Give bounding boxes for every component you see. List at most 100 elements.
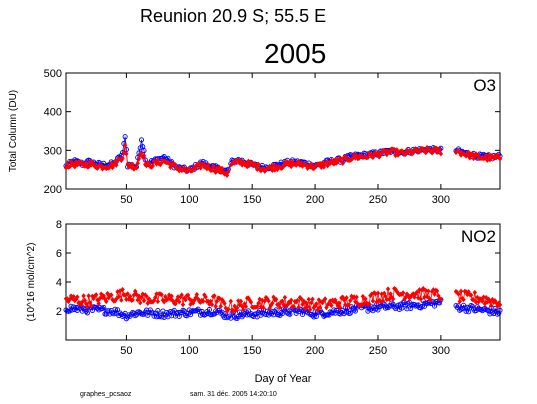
- o3-point: [138, 137, 145, 143]
- no2-point: [187, 296, 192, 302]
- no2-point: [83, 301, 89, 307]
- no2-point: [351, 294, 357, 300]
- no2-point: [344, 295, 349, 301]
- no2-point: [117, 310, 123, 316]
- no2-point: [124, 296, 129, 302]
- no2-point: [314, 301, 319, 307]
- no2-point: [361, 300, 367, 307]
- no2-point: [138, 300, 143, 306]
- no2-point: [417, 287, 422, 293]
- no2-point: [144, 293, 149, 299]
- no2-point: [474, 304, 480, 310]
- o3-point: [251, 163, 256, 169]
- no2-point: [382, 305, 389, 311]
- no2-point: [395, 290, 401, 296]
- no2-point: [212, 293, 217, 299]
- no2-point: [151, 313, 157, 319]
- o3-point: [207, 166, 212, 172]
- o3-xtick-label: 150: [243, 194, 261, 206]
- no2-point: [206, 307, 212, 313]
- o3-point: [124, 151, 129, 157]
- no2-point: [409, 292, 415, 298]
- no2-point: [120, 313, 126, 320]
- no2-ytick-label: 6: [56, 248, 62, 260]
- no2-point: [258, 304, 264, 310]
- no2-point: [217, 295, 222, 301]
- no2-point: [135, 297, 140, 303]
- no2-point: [370, 298, 376, 304]
- o3-point: [122, 142, 128, 148]
- o3-point: [68, 158, 74, 164]
- o3-point: [193, 165, 198, 171]
- no2-point: [408, 294, 413, 300]
- no2-point: [101, 305, 107, 311]
- no2-point: [497, 302, 503, 308]
- no2-point: [237, 309, 243, 315]
- no2-point: [104, 298, 109, 305]
- no2-point: [75, 294, 80, 300]
- no2-point: [93, 292, 99, 298]
- no2-point: [224, 308, 230, 314]
- no2-point: [354, 294, 359, 300]
- o3-point: [392, 147, 397, 153]
- no2-point: [351, 307, 357, 313]
- no2-point: [72, 298, 78, 304]
- o3-point: [120, 155, 125, 161]
- o3-ytick-label: 200: [44, 184, 62, 196]
- no2-point: [366, 301, 372, 307]
- no2-point: [71, 293, 76, 300]
- no2-point: [177, 299, 182, 305]
- no2-point: [87, 299, 93, 306]
- no2-point: [199, 308, 205, 315]
- no2-point: [125, 291, 130, 297]
- o3-point: [173, 162, 178, 168]
- no2-point: [330, 297, 335, 303]
- no2-point: [81, 293, 86, 299]
- no2-point: [372, 306, 379, 312]
- no2-point: [267, 305, 272, 311]
- o3-point: [155, 157, 161, 163]
- o3-point: [226, 169, 231, 175]
- o3-point: [423, 150, 428, 156]
- no2-point: [346, 302, 352, 308]
- o3-point: [210, 163, 216, 170]
- no2-point: [246, 295, 251, 301]
- no2-point: [80, 299, 85, 305]
- no2-point: [195, 296, 201, 302]
- o3-point: [321, 164, 327, 170]
- no2-xtick-label: 150: [243, 345, 261, 357]
- no2-point: [120, 286, 125, 293]
- no2-point: [282, 307, 288, 313]
- no2-point: [458, 288, 464, 294]
- no2-point: [355, 301, 361, 307]
- o3-point: [129, 164, 134, 170]
- no2-point: [481, 294, 486, 300]
- no2-point: [305, 303, 310, 310]
- no2-point: [400, 290, 406, 296]
- no2-ylabel: (10^16 mol/cm^2): [26, 243, 37, 322]
- no2-point: [311, 314, 317, 320]
- no2-point: [194, 291, 200, 298]
- no2-ytick-label: 4: [56, 277, 62, 289]
- o3-point: [340, 160, 345, 166]
- no2-point: [141, 298, 147, 304]
- no2-panel: 2 4 6 8 50 100 150 200 250 300 NO2 (10^16 mol/cm^2)…: [26, 219, 503, 385]
- no2-xtick-label: 200: [306, 345, 324, 357]
- no2-point: [288, 297, 294, 303]
- no2-point: [338, 305, 343, 311]
- no2-point: [382, 290, 387, 296]
- no2-point: [390, 296, 396, 302]
- no2-point: [218, 310, 224, 316]
- no2-point: [226, 306, 231, 312]
- no2-point: [126, 312, 132, 318]
- no2-point: [369, 291, 374, 297]
- no2-point: [388, 291, 393, 297]
- no2-point: [277, 304, 283, 311]
- no2-point: [315, 307, 320, 313]
- no2-point: [68, 293, 74, 299]
- o3-point: [244, 164, 250, 170]
- no2-point: [119, 297, 124, 303]
- no2-point: [494, 311, 501, 317]
- no2-point: [390, 301, 396, 307]
- no2-point: [374, 299, 379, 305]
